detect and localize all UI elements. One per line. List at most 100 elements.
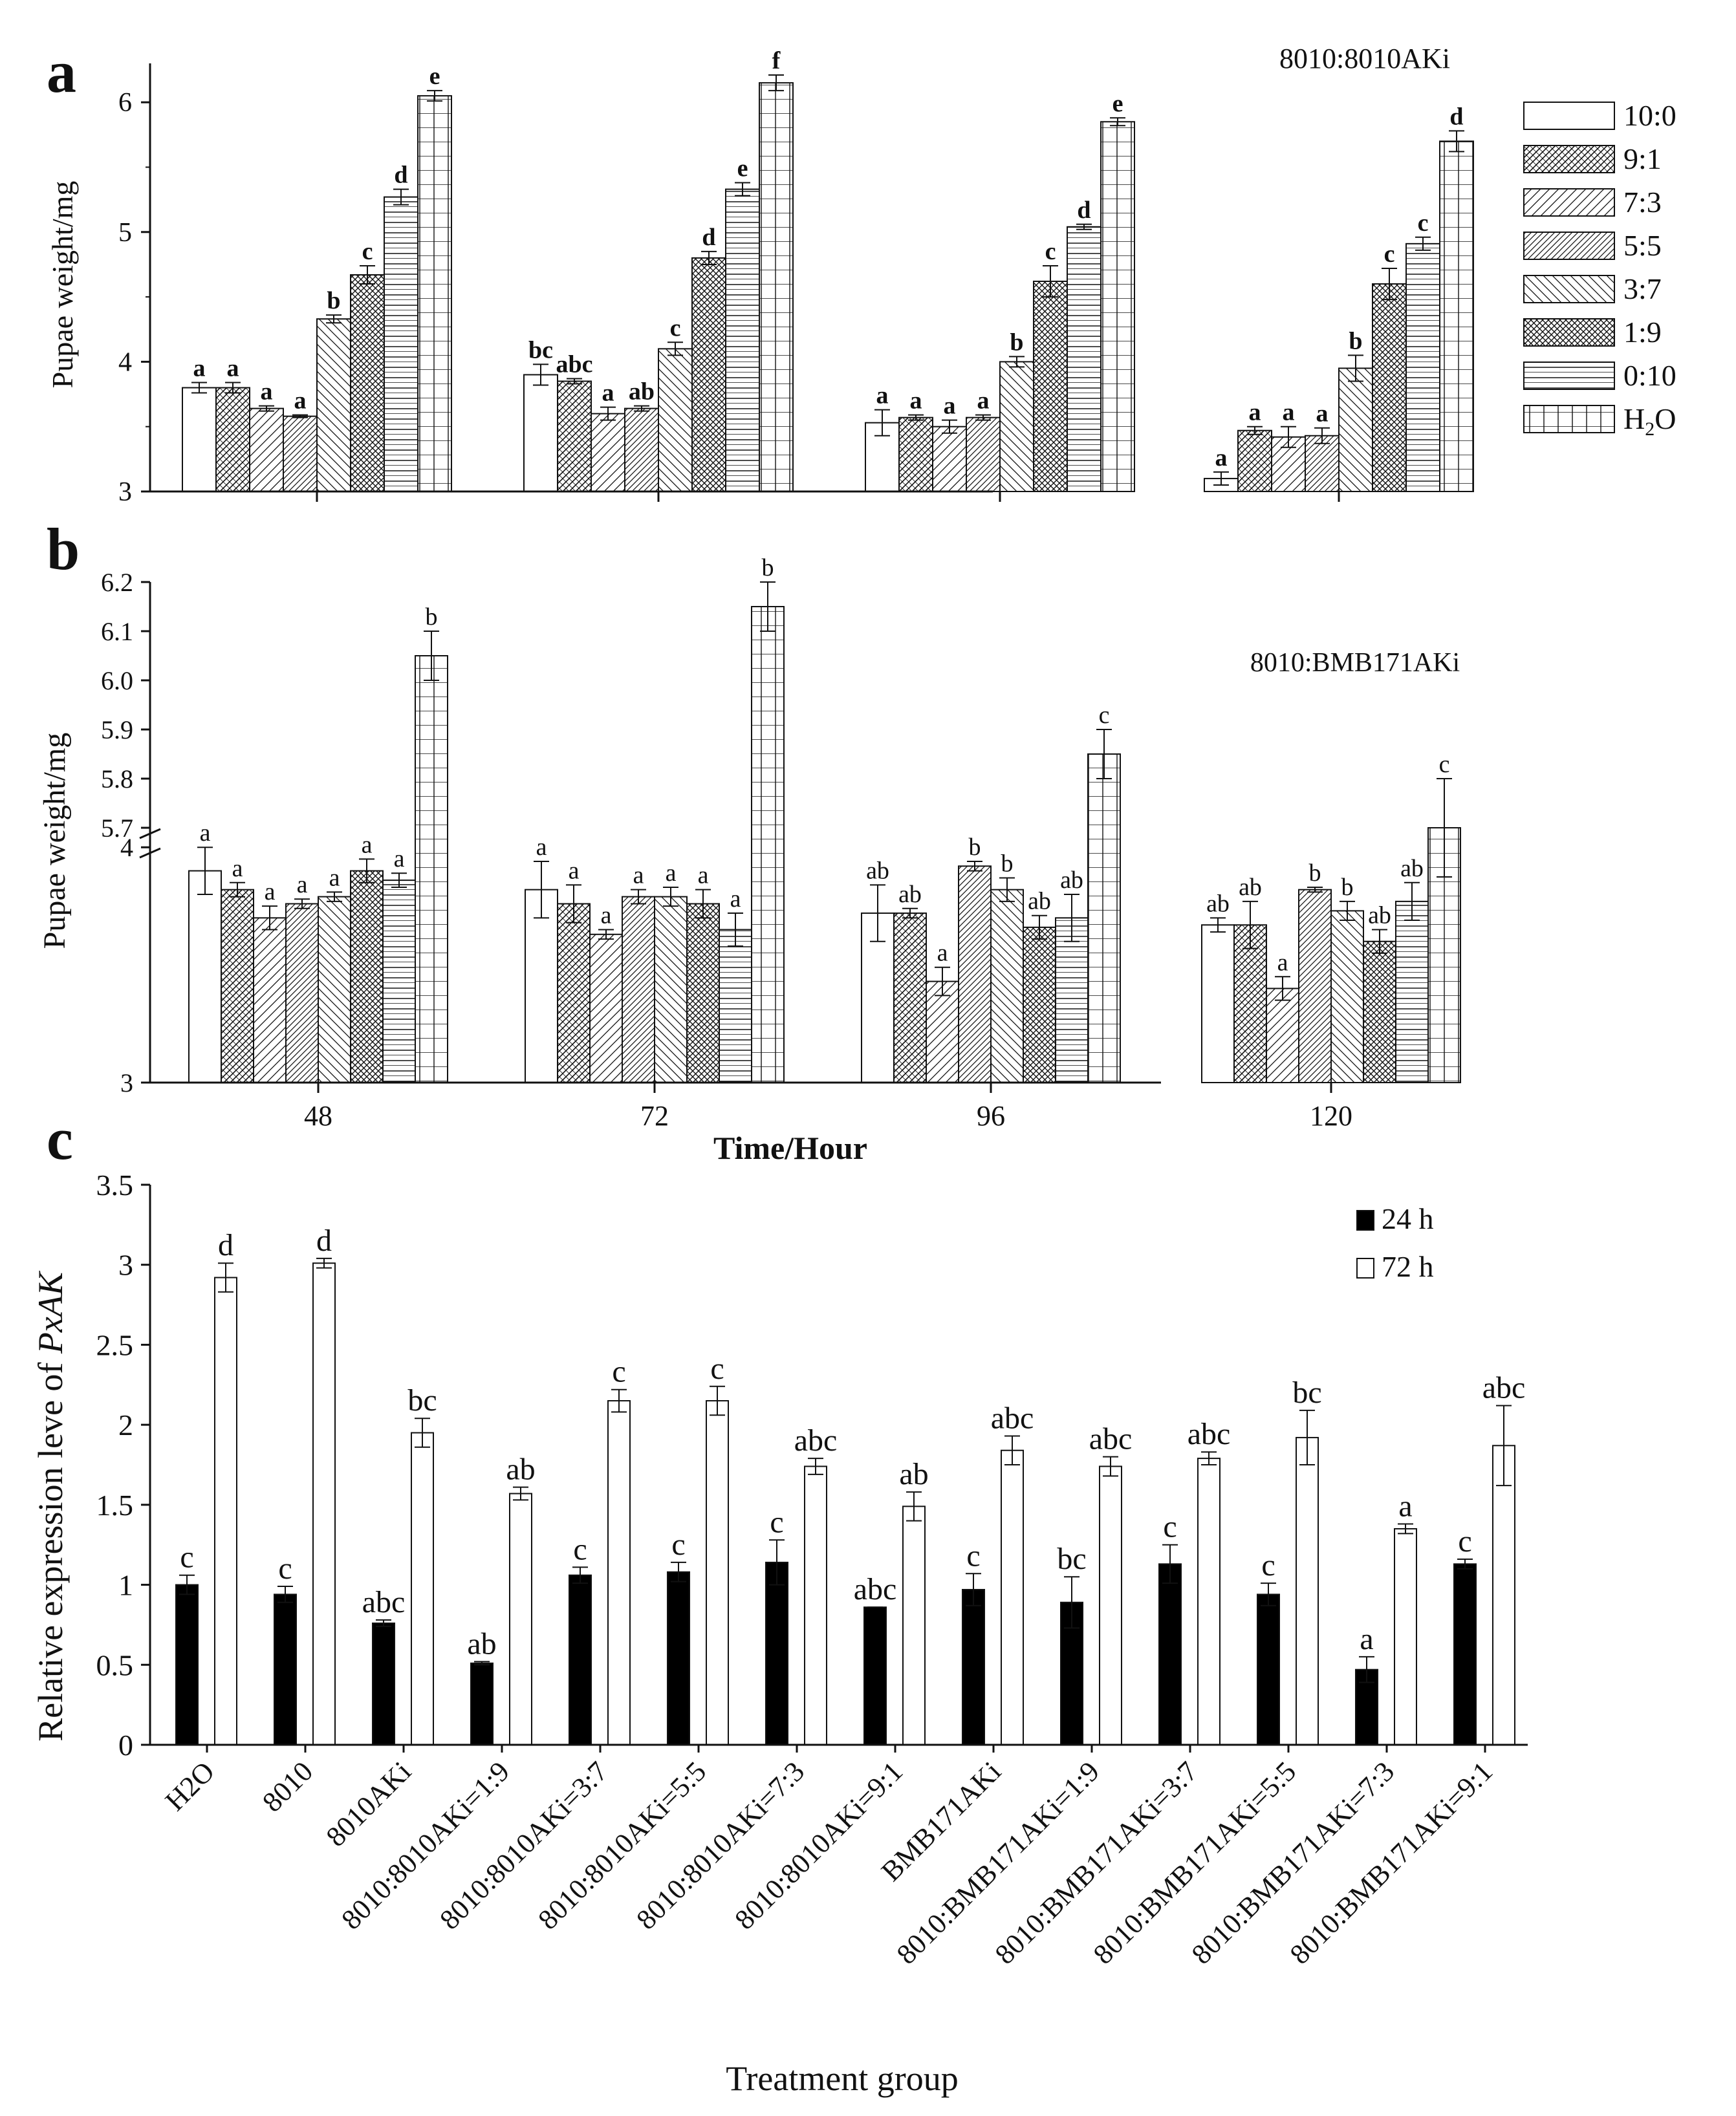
bar-a-48-5 [350, 274, 385, 492]
sig-letter-a: a [294, 387, 307, 415]
y-tick-label-c: 0 [118, 1729, 133, 1762]
sig-letter-a: a [227, 354, 239, 382]
errorbar-c-1-0 [218, 1262, 233, 1293]
errorbar-b-96-3 [967, 861, 982, 872]
panel-c-bars: cdcdabcbcababcccccabcabcabcabcbcabccabcc… [175, 1224, 1525, 1746]
errorbar-b-96-1 [902, 907, 918, 919]
x-tick-label-b: 72 [640, 1100, 669, 1132]
errorbar-c-0-11 [1261, 1582, 1276, 1606]
errorbar-a-48-5 [360, 264, 375, 285]
y-tick-label-c: 0.5 [96, 1648, 134, 1681]
legend-c-swatch [1356, 1258, 1374, 1279]
sig-letter-b: ab [898, 881, 922, 908]
panel-c-ylabel-gene: PxAK [31, 1270, 70, 1354]
errorbar-b-120-4 [1340, 900, 1355, 921]
bar-c-1-0 [214, 1277, 237, 1745]
bar-b-120-2 [1266, 988, 1299, 1083]
errorbar-b-48-2 [262, 905, 277, 931]
y-tick-label-c: 3.5 [96, 1169, 134, 1202]
bar-b-48-0 [188, 870, 222, 1083]
errorbar-a-48-6 [393, 188, 409, 206]
errorbar-c-0-4 [572, 1566, 588, 1584]
errorbar-b-72-4 [663, 887, 678, 907]
errorbar-a-48-4 [326, 314, 342, 324]
sig-letter-a: c [1418, 210, 1429, 237]
sig-letter-b: b [969, 834, 981, 861]
bar-c-0-3 [470, 1662, 494, 1746]
errorbar-c-1-2 [415, 1418, 430, 1448]
sig-letter-a: a [193, 354, 206, 382]
sig-letter-b: c [1099, 702, 1110, 729]
errorbar-a-96-1 [908, 414, 924, 421]
errorbar-b-120-5 [1372, 929, 1387, 954]
panel-b-ylabel: Pupae weight/mg [38, 733, 72, 949]
sig-letter-a: a [602, 380, 614, 407]
y-tick-label-b: 5.8 [101, 764, 133, 794]
sig-letter-c: c [770, 1505, 783, 1539]
sig-letter-b: ab [1239, 874, 1262, 901]
errorbar-a-96-2 [942, 419, 957, 434]
bar-b-48-1 [221, 889, 254, 1083]
sig-letter-c: abc [991, 1401, 1034, 1435]
legend-a-label: 10:0 [1623, 99, 1676, 132]
sig-letter-c: c [1261, 1548, 1275, 1582]
y-tick-label-b: 5.7 [101, 814, 133, 843]
errorbar-a-72-0 [533, 363, 548, 386]
bar-a-48-4 [316, 318, 351, 492]
errorbar-a-120-4 [1348, 354, 1363, 382]
bar-b-120-0 [1201, 924, 1235, 1083]
errorbar-b-48-3 [294, 898, 310, 909]
sig-letter-b: a [232, 855, 243, 882]
errorbar-a-120-3 [1314, 427, 1330, 444]
bar-a-72-0 [523, 374, 558, 492]
bar-b-96-7 [1087, 753, 1121, 1083]
sig-letter-b: b [762, 554, 774, 581]
errorbar-a-72-7 [768, 74, 784, 92]
errorbar-c-0-10 [1162, 1544, 1178, 1584]
sig-letter-c: abc [794, 1423, 838, 1458]
errorbar-a-96-6 [1076, 223, 1092, 230]
errorbar-a-72-5 [701, 250, 717, 265]
bar-b-96-1 [893, 912, 927, 1083]
bar-b-96-6 [1055, 917, 1089, 1084]
bar-a-120-4 [1338, 367, 1373, 493]
bar-b-72-2 [589, 933, 623, 1084]
bar-a-120-1 [1237, 429, 1272, 492]
legend-c-swatch [1356, 1210, 1374, 1231]
errorbar-b-120-2 [1275, 976, 1290, 1001]
legend-a-label: 5:5 [1623, 229, 1662, 262]
sig-letter-a: a [910, 387, 922, 415]
sig-letter-c: c [1458, 1524, 1471, 1559]
panel-label-c: c [47, 1106, 73, 1172]
x-tick-label-c: 8010AKi [320, 1755, 417, 1852]
errorbar-c-1-9 [1103, 1456, 1118, 1477]
bar-a-72-2 [591, 413, 625, 492]
sig-letter-c: c [278, 1551, 292, 1586]
legend-a-swatch [1523, 405, 1615, 433]
y-tick-label-a: 3 [118, 477, 132, 507]
errorbar-c-0-5 [671, 1561, 686, 1582]
bar-a-72-1 [557, 380, 592, 493]
errorbar-b-120-7 [1437, 778, 1452, 878]
bar-b-48-5 [350, 870, 384, 1083]
errorbar-b-48-4 [327, 891, 342, 902]
bar-a-48-1 [215, 387, 250, 492]
bar-b-48-2 [253, 917, 287, 1084]
errorbar-a-96-3 [975, 414, 991, 421]
sig-letter-b: b [426, 603, 438, 631]
bar-b-96-2 [926, 980, 959, 1083]
sig-letter-a: b [1010, 329, 1023, 356]
errorbar-c-1-6 [808, 1458, 823, 1475]
sig-letter-b: a [329, 864, 340, 891]
bar-c-0-8 [962, 1588, 985, 1746]
bar-b-96-5 [1023, 926, 1056, 1084]
legend-a-swatch [1523, 145, 1615, 173]
sig-letter-c: c [1163, 1510, 1177, 1544]
x-tick-label-c: 8010 [256, 1755, 319, 1818]
bar-b-96-3 [958, 865, 992, 1084]
panel-label-a: a [47, 39, 76, 105]
sig-letter-c: bc [1292, 1376, 1321, 1410]
bar-a-48-6 [384, 196, 418, 492]
errorbar-b-72-3 [631, 889, 646, 905]
